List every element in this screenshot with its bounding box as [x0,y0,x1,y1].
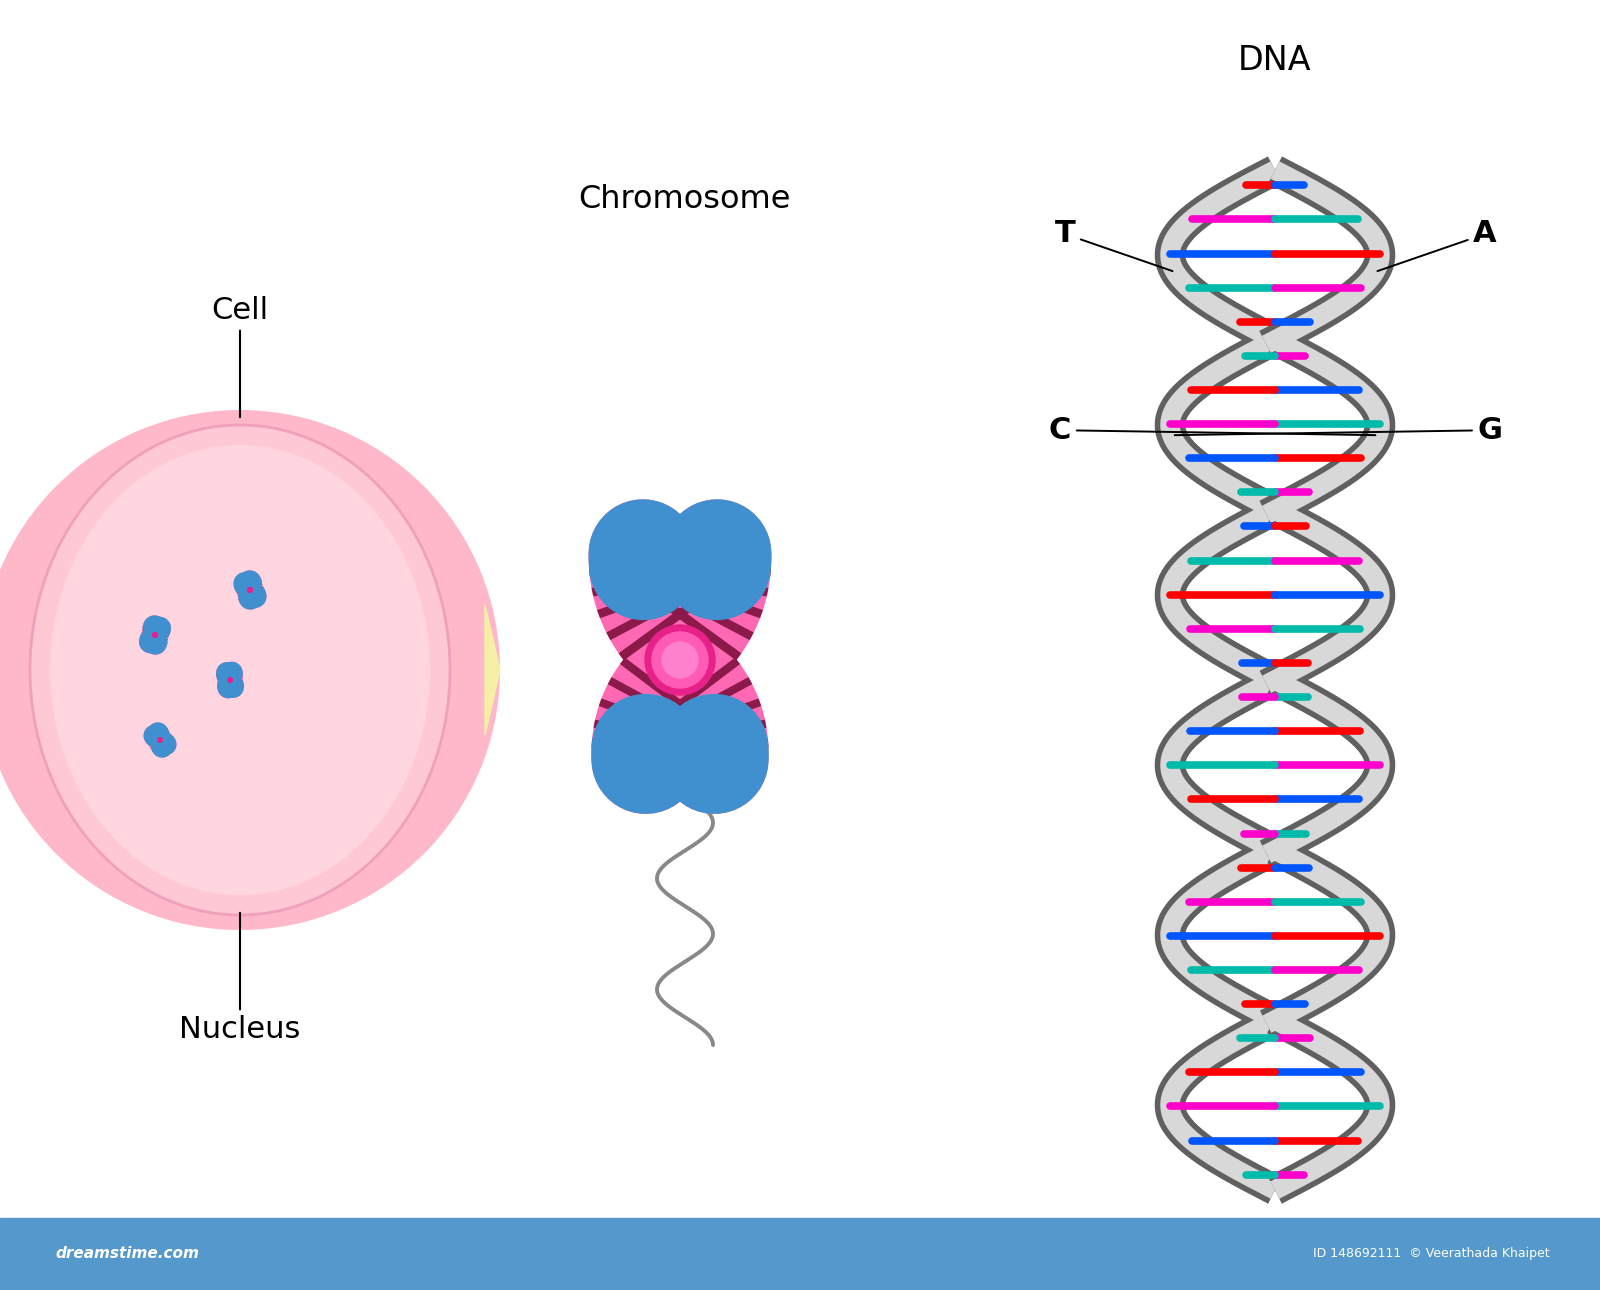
Text: dreamstime.com: dreamstime.com [54,1246,198,1262]
Ellipse shape [30,424,450,915]
Text: Cell: Cell [211,295,269,417]
Circle shape [0,410,499,930]
Circle shape [653,632,707,688]
Circle shape [152,632,157,637]
Circle shape [645,624,715,695]
Text: Nucleus: Nucleus [179,913,301,1044]
Text: DNA: DNA [1238,44,1312,76]
Text: Chromosome: Chromosome [579,184,792,215]
Text: A: A [1378,219,1498,271]
Circle shape [227,677,232,682]
Circle shape [248,587,253,592]
Circle shape [662,642,698,679]
Bar [0,1218,1600,1290]
Text: T: T [1054,219,1173,271]
Circle shape [158,738,162,742]
Ellipse shape [50,445,430,895]
Text: C: C [1050,415,1376,445]
Polygon shape [485,605,499,735]
Text: G: G [1174,415,1502,445]
Text: ID 148692111  © Veerathada Khaipet: ID 148692111 © Veerathada Khaipet [1314,1247,1550,1260]
